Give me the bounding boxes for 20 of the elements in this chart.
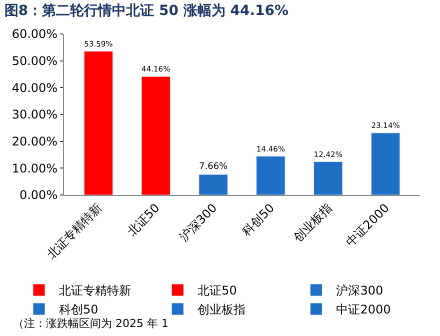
text: 7.66% (198, 162, 228, 172)
legend-label: 北证50 (198, 284, 237, 298)
legend-label: 创业板指 (198, 302, 246, 317)
x-tick-label: 北证50 (124, 200, 162, 239)
chart-title: 图8：第二轮行情中北证 50 涨幅为 44.16% (4, 2, 289, 19)
y-tick-label: 20.00% (12, 134, 58, 149)
legend-label: 中证2000 (336, 302, 391, 317)
y-tick-label: 0.00% (19, 188, 58, 202)
x-tick-label: 创业板指 (290, 200, 334, 245)
x-tick-label: 北证专精特新 (44, 200, 105, 262)
legend-label: 北证专精特新 (59, 284, 131, 298)
legend-label: 沪深300 (336, 284, 384, 298)
y-tick-label: 10.00% (12, 161, 58, 176)
y-tick-label: 50.00% (12, 54, 58, 68)
y-tick-label: 40.00% (12, 80, 58, 95)
y-tick-label: 30.00% (12, 108, 58, 122)
legend-label: 科创50 (59, 302, 98, 317)
x-tick-label: 科创50 (239, 200, 278, 239)
text: （注：涨跌幅区间为 2025 年 1 (13, 317, 168, 330)
y-tick-label: 60.00% (12, 27, 58, 42)
